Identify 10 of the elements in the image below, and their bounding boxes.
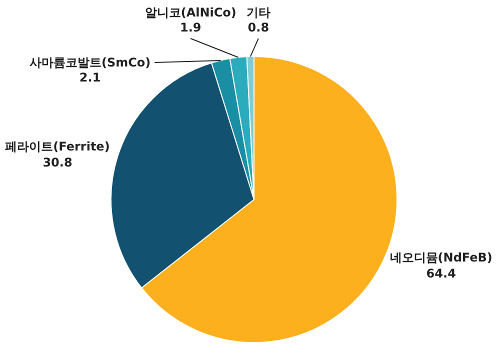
data-label: 1.9 xyxy=(180,20,202,34)
slice-label: 알니코(AlNiCo) xyxy=(144,6,236,20)
data-label: 64.4 xyxy=(426,266,456,281)
slice-label: 네오디뮴(NdFeB) xyxy=(390,250,492,265)
slice-label: 사마륨코발트(SmCo) xyxy=(29,55,151,70)
data-label: 0.8 xyxy=(248,20,270,34)
data-label: 2.1 xyxy=(79,70,101,84)
slice-label: 기타 xyxy=(246,6,270,20)
data-label: 30.8 xyxy=(42,156,72,170)
slice-label: 페라이트(Ferrite) xyxy=(5,140,110,154)
